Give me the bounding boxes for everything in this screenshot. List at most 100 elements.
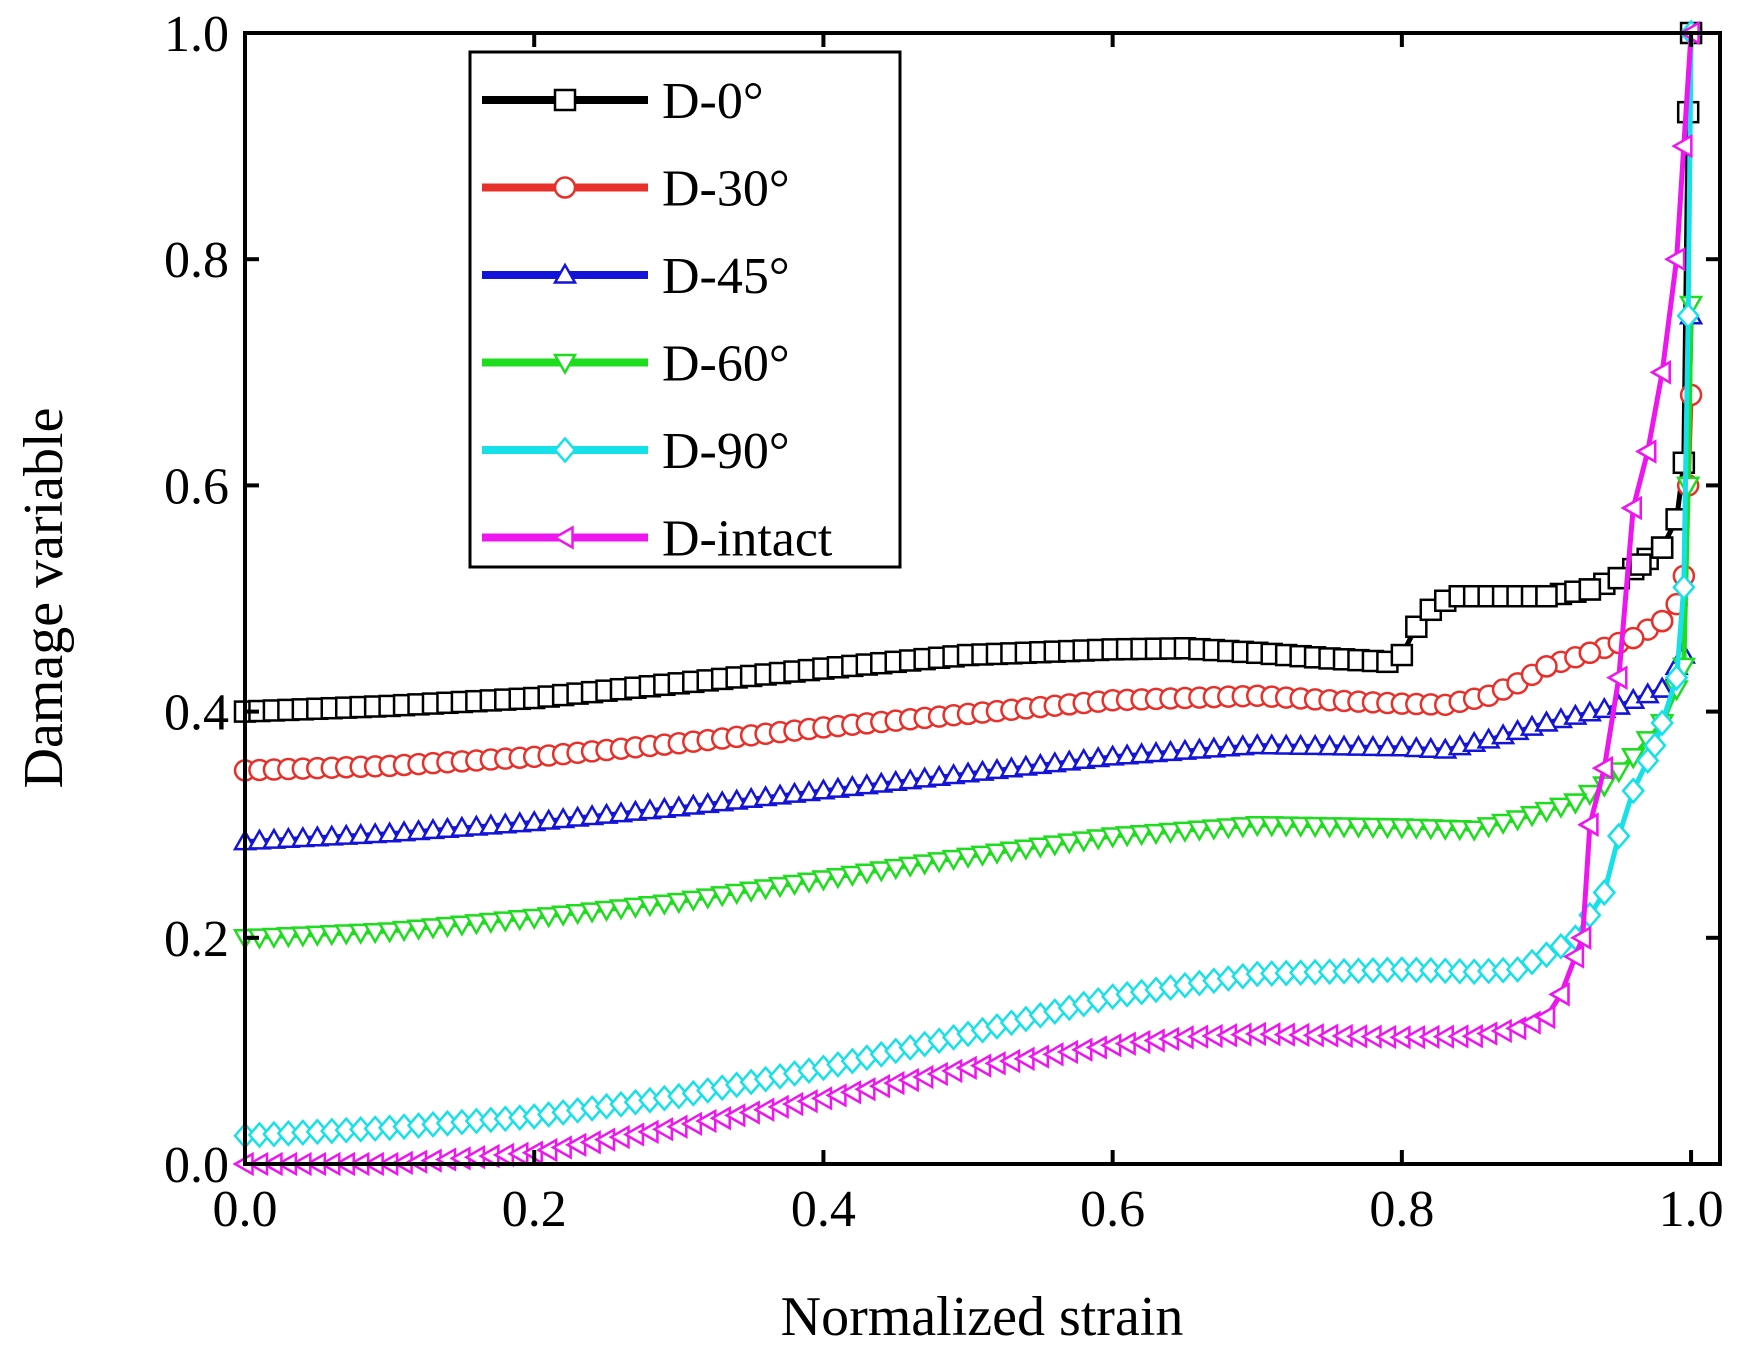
data-point	[247, 828, 272, 850]
data-point	[1028, 837, 1053, 859]
legend-label: D-90°	[662, 423, 790, 480]
data-point	[1143, 823, 1169, 846]
data-point	[1519, 806, 1545, 828]
data-point	[695, 888, 720, 910]
data-point	[1216, 818, 1241, 840]
data-point	[1375, 735, 1400, 757]
data-point	[435, 916, 460, 939]
data-point	[377, 922, 402, 944]
y-tick-label: 0.0	[164, 1137, 229, 1194]
legend-item: D-30°	[482, 161, 790, 218]
data-point	[319, 924, 344, 947]
legend: D-0° D-30° D-45° D-60° D-90° D-intact	[468, 50, 902, 569]
data-point	[1664, 247, 1686, 272]
data-point	[493, 911, 518, 933]
data-point	[1664, 664, 1689, 692]
data-point	[1606, 665, 1628, 690]
legend-marker	[553, 88, 577, 112]
data-point	[1129, 824, 1154, 847]
data-point	[1389, 735, 1415, 757]
data-point	[1563, 793, 1588, 815]
data-point	[767, 877, 793, 899]
data-point	[912, 854, 937, 876]
data-point	[1570, 925, 1592, 950]
data-point	[1331, 817, 1357, 839]
legend-marker	[552, 353, 578, 376]
data-point	[334, 823, 359, 845]
data-point	[898, 856, 923, 878]
data-point	[594, 900, 619, 923]
data-point	[1676, 302, 1700, 330]
data-point	[1607, 822, 1631, 850]
legend-label: D-60°	[662, 336, 790, 393]
data-point	[926, 852, 952, 874]
data-point	[348, 923, 373, 945]
data-point	[941, 849, 966, 872]
data-point	[1433, 819, 1458, 841]
data-point	[1057, 833, 1082, 855]
y-tick-label: 1.0	[164, 6, 229, 63]
data-point	[1462, 820, 1487, 842]
data-point	[276, 826, 301, 849]
plot-frame	[243, 31, 1722, 1166]
data-point	[1317, 817, 1342, 839]
legend-label: D-30°	[662, 161, 790, 218]
data-point	[449, 915, 475, 937]
data-point	[1274, 733, 1299, 755]
data-point	[883, 858, 908, 881]
data-point	[1621, 626, 1645, 650]
data-point	[608, 899, 634, 921]
data-point	[1317, 734, 1342, 756]
data-point	[1390, 643, 1414, 667]
series-3	[232, 295, 1704, 951]
data-point	[1360, 734, 1386, 757]
data-point	[1534, 941, 1559, 969]
legend-marker	[553, 176, 577, 199]
legend-item: D-90°	[482, 423, 790, 480]
data-point	[1071, 831, 1096, 853]
data-point	[362, 822, 388, 844]
data-point	[854, 863, 879, 885]
data-point	[391, 920, 417, 943]
data-point	[1578, 578, 1602, 601]
data-point	[1650, 609, 1674, 633]
data-point	[1259, 816, 1284, 838]
data-point	[1375, 817, 1400, 840]
data-point	[710, 886, 735, 908]
data-point	[738, 881, 764, 903]
legend-label: D-0°	[662, 73, 764, 130]
data-point	[1114, 826, 1140, 848]
data-point	[1672, 573, 1696, 601]
data-point	[999, 841, 1024, 863]
data-point	[276, 927, 301, 949]
legend-item: D-intact	[482, 511, 833, 568]
y-tick-label: 0.2	[164, 911, 229, 968]
data-point	[1288, 733, 1313, 755]
data-point	[1259, 733, 1284, 755]
data-point	[290, 926, 315, 948]
x-tick-label: 0.2	[502, 1181, 567, 1238]
data-point	[362, 922, 388, 945]
data-point	[825, 867, 851, 890]
data-point	[1346, 734, 1371, 756]
data-point	[1418, 819, 1443, 841]
data-point	[869, 861, 894, 883]
legend-label: D-intact	[662, 511, 833, 568]
data-point	[1245, 733, 1270, 755]
x-tick-label: 0.0	[213, 1181, 278, 1238]
data-point	[1288, 816, 1313, 838]
data-point	[1230, 817, 1255, 839]
data-point	[652, 894, 677, 916]
axes-layer: 0.0 0.2 0.4 0.6 0.8 1.0 0.0 0.2 0.4 0.6 0.8 1.0	[164, 6, 1724, 1238]
legend-item: D-45°	[482, 248, 790, 305]
data-point	[1534, 710, 1559, 732]
data-point	[1490, 813, 1516, 835]
data-point	[840, 865, 865, 887]
x-tick-label: 0.6	[1080, 1181, 1145, 1238]
data-point	[1577, 812, 1599, 837]
data-point	[319, 824, 344, 846]
data-point	[1405, 615, 1428, 639]
x-axis-title: Normalized strain	[781, 1286, 1184, 1348]
data-point	[666, 892, 691, 915]
data-point	[1086, 829, 1111, 851]
